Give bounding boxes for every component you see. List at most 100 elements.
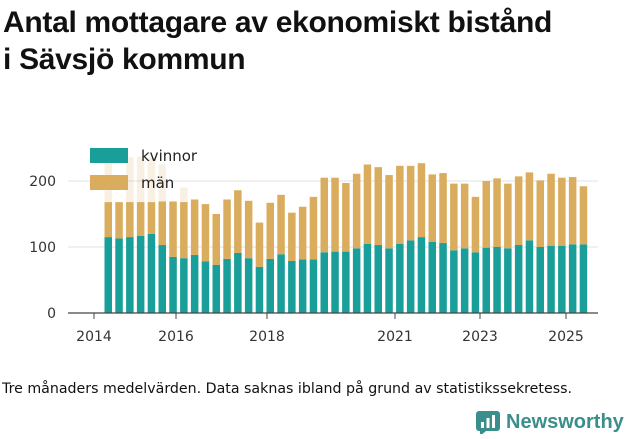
bar-kvinnor <box>385 248 393 313</box>
bar-man <box>428 174 436 242</box>
x-tick-label: 2023 <box>462 329 498 345</box>
bar-kvinnor <box>460 248 469 313</box>
bar-kvinnor <box>482 247 490 313</box>
bar-kvinnor <box>525 240 534 313</box>
y-tick-label: 200 <box>29 174 56 190</box>
bar-kvinnor <box>234 252 242 313</box>
chart-title: Antal mottagare av ekonomiskt bistånd i … <box>3 4 628 78</box>
bar-man <box>277 194 285 255</box>
bar-kvinnor <box>331 251 339 313</box>
bar-kvinnor <box>201 261 210 313</box>
bar-man <box>288 212 296 261</box>
bar-man <box>342 182 350 252</box>
bar-kvinnor <box>115 238 123 313</box>
bar-man <box>298 206 307 260</box>
bar-man <box>514 176 523 246</box>
bar-kvinnor <box>298 259 307 313</box>
bar-man <box>363 164 372 244</box>
bar-kvinnor <box>255 266 264 313</box>
legend-swatch <box>90 148 128 163</box>
bar-man <box>212 214 220 265</box>
bar-man <box>223 199 231 259</box>
newsworthy-logo-icon <box>476 411 500 434</box>
bar-man <box>460 183 469 249</box>
bar-kvinnor <box>342 251 350 313</box>
bar-kvinnor <box>147 233 156 313</box>
bar-kvinnor <box>363 243 372 313</box>
bar-kvinnor <box>266 258 274 313</box>
bar-kvinnor <box>212 264 220 313</box>
bar-man <box>126 202 134 238</box>
y-axis-ticks: 0 100 200 <box>29 174 56 322</box>
bar-man <box>536 180 544 247</box>
bar-man <box>115 202 123 239</box>
bar-kvinnor <box>514 245 523 313</box>
title-line-2: i Sävsjö kommun <box>3 43 246 76</box>
bar-kvinnor <box>104 237 112 313</box>
bar-kvinnor <box>158 245 166 313</box>
stacked-bar-chart: 0 100 200 2014 2016 2018 2021 2023 2025 kvinnor… <box>29 147 598 345</box>
bar-kvinnor <box>169 256 177 313</box>
bar-man <box>244 200 253 259</box>
legend-label: män <box>141 174 174 192</box>
bar-man <box>158 201 166 246</box>
x-tick-label: 2021 <box>377 329 413 345</box>
bar-kvinnor <box>417 237 426 313</box>
bar-kvinnor <box>558 245 566 313</box>
bar-man <box>558 177 566 246</box>
bar-kvinnor <box>180 258 188 313</box>
bar-kvinnor <box>471 252 480 313</box>
bar-man <box>320 177 328 253</box>
bar-man <box>266 202 274 259</box>
brand-name: Newsworthy <box>506 410 624 433</box>
bar-kvinnor <box>374 245 382 313</box>
bar-kvinnor <box>536 247 544 313</box>
bar-kvinnor <box>568 244 577 313</box>
x-tick-label: 2025 <box>548 329 584 345</box>
bar-kvinnor <box>450 250 458 313</box>
bar-kvinnor <box>244 258 253 313</box>
bar-man <box>504 183 512 249</box>
bar-kvinnor <box>277 254 285 313</box>
bar-man <box>374 167 382 246</box>
bar-kvinnor <box>396 243 404 313</box>
bar-kvinnor <box>428 241 436 313</box>
bar-man <box>255 222 264 267</box>
bar-man <box>331 177 339 252</box>
y-tick-label: 0 <box>47 306 56 322</box>
legend-label: kvinnor <box>141 147 198 165</box>
bar-kvinnor <box>406 240 415 313</box>
bar-man <box>201 204 210 262</box>
bar-kvinnor <box>190 254 199 313</box>
bar-man <box>104 202 112 238</box>
bar-man <box>450 183 458 251</box>
bar-man <box>406 165 415 241</box>
legend: kvinnor män <box>90 147 198 192</box>
bar-kvinnor <box>579 244 588 313</box>
bar-kvinnor <box>309 259 318 313</box>
x-tick-label: 2018 <box>249 329 285 345</box>
bar-man <box>493 178 501 247</box>
bar-man <box>147 202 156 234</box>
bar-man <box>439 173 447 244</box>
brand-logo[interactable]: Newsworthy <box>476 407 624 437</box>
bar-kvinnor <box>493 247 501 313</box>
bar-man <box>352 173 361 249</box>
x-axis-ticks: 2014 2016 2018 2021 2023 2025 <box>76 313 584 345</box>
bar-man <box>385 175 393 249</box>
bar-man <box>169 201 177 257</box>
x-tick-label: 2016 <box>158 329 194 345</box>
bar-kvinnor <box>320 252 328 313</box>
bar-man <box>579 186 588 245</box>
bar-kvinnor <box>547 245 555 313</box>
footnote: Tre månaders medelvärden. Data saknas ib… <box>2 381 572 397</box>
legend-swatch <box>90 175 128 190</box>
bar-man <box>234 190 242 253</box>
bar-kvinnor <box>352 248 361 313</box>
title-line-1: Antal mottagare av ekonomiskt bistånd <box>3 6 553 39</box>
bar-man <box>190 199 199 255</box>
bar-kvinnor <box>288 260 296 313</box>
bar-kvinnor <box>223 258 231 313</box>
bar-kvinnor <box>504 248 512 313</box>
y-tick-label: 100 <box>29 240 56 256</box>
